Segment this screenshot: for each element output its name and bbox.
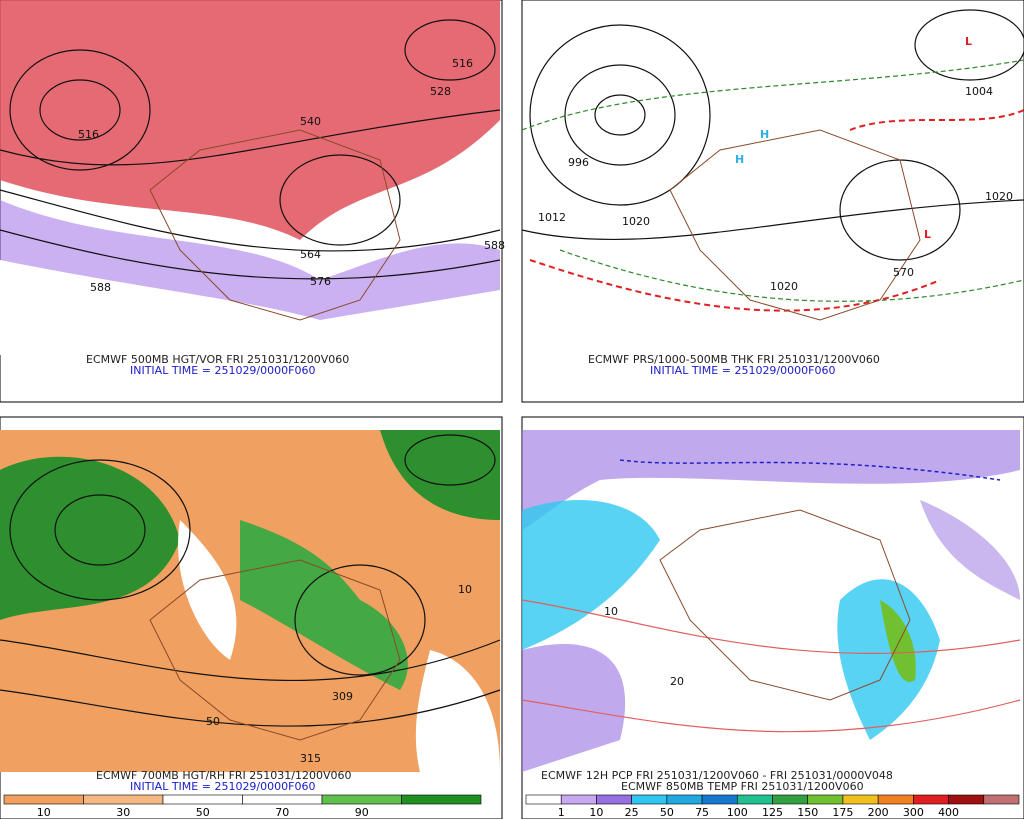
map-label: 50 xyxy=(206,715,220,728)
colorbar-box xyxy=(666,794,703,805)
map-label: 570 xyxy=(893,266,914,279)
colorbar-box xyxy=(162,794,243,805)
colorbar-label: 175 xyxy=(832,806,853,819)
colorbar-box xyxy=(913,794,949,805)
colorbar-label: 90 xyxy=(355,806,369,819)
colorbar-box xyxy=(807,794,844,805)
map-label: 564 xyxy=(300,248,321,261)
colorbar-box xyxy=(983,794,1020,805)
colorbar-label: 10 xyxy=(37,806,51,819)
panel-frame xyxy=(521,416,1024,819)
colorbar-box xyxy=(242,794,323,805)
map-label: 540 xyxy=(300,115,321,128)
colorbar-box xyxy=(401,794,482,805)
initial-time: INITIAL TIME = 251029/0000F060 xyxy=(130,780,315,793)
panel-frame xyxy=(521,0,1024,403)
colorbar-box xyxy=(525,794,562,805)
map-label: 588 xyxy=(484,239,505,252)
map-label: 516 xyxy=(452,57,473,70)
map-label: 576 xyxy=(310,275,331,288)
colorbar: 1 10 25 50 75 100 125 150 175 200 300 400 xyxy=(525,794,1020,819)
colorbar-label: 25 xyxy=(625,806,639,819)
colorbar-label: 30 xyxy=(116,806,130,819)
map-label: 315 xyxy=(300,752,321,765)
caption: ECMWF 12H PCP FRI 251031/1200V060 - FRI … xyxy=(541,769,893,782)
map-label: 1020 xyxy=(985,190,1013,203)
map-label: 10 xyxy=(458,583,472,596)
colorbar-box xyxy=(736,794,773,805)
initial-time: INITIAL TIME = 251029/0000F060 xyxy=(130,364,315,377)
map-label: 309 xyxy=(332,690,353,703)
colorbar-box xyxy=(3,794,84,805)
panel-sfc-pressure: L L H H 1004 1012 1020 1020 1020 570 996… xyxy=(521,0,1024,403)
map-label: 1020 xyxy=(770,280,798,293)
caption: ECMWF 500MB HGT/VOR FRI 251031/1200V060 xyxy=(86,353,349,366)
colorbar-label: 75 xyxy=(695,806,709,819)
colorbar-box xyxy=(701,794,738,805)
low-marker: L xyxy=(924,228,931,241)
colorbar-label: 100 xyxy=(727,806,748,819)
initial-time-850: ECMWF 850MB TEMP FRI 251031/1200V060 xyxy=(621,780,864,793)
high-marker: H xyxy=(735,153,744,166)
map-label: 1004 xyxy=(965,85,993,98)
colorbar-label: 50 xyxy=(660,806,674,819)
caption: ECMWF PRS/1000-500MB THK FRI 251031/1200… xyxy=(588,353,880,366)
colorbar-label: 150 xyxy=(797,806,818,819)
map-label: 20 xyxy=(670,675,684,688)
panel-precip: 20 10 ECMWF 12H PCP FRI 251031/1200V060 … xyxy=(521,416,1024,819)
map-label: 10 xyxy=(604,605,618,618)
map xyxy=(521,9,1024,321)
colorbar-label: 400 xyxy=(938,806,959,819)
panel-700mb: 309 315 10 50 ECMWF 700MB HGT/RH FRI 251… xyxy=(0,416,503,819)
colorbar: 10 30 50 70 90 xyxy=(3,794,482,819)
colorbar-box xyxy=(83,794,164,805)
colorbar-box xyxy=(560,794,597,805)
colorbar-box xyxy=(631,794,668,805)
map-label: 516 xyxy=(78,128,99,141)
colorbar-box xyxy=(877,794,914,805)
colorbar-label: 70 xyxy=(275,806,289,819)
map-label: 1020 xyxy=(622,215,650,228)
colorbar-box xyxy=(321,794,402,805)
map-label: 996 xyxy=(568,156,589,169)
map-label: 528 xyxy=(430,85,451,98)
colorbar-label: 50 xyxy=(196,806,210,819)
colorbar-label: 300 xyxy=(903,806,924,819)
colorbar-box xyxy=(842,794,879,805)
map xyxy=(521,430,1021,772)
low-marker: L xyxy=(965,35,972,48)
colorbar-label: 10 xyxy=(589,806,603,819)
panel-500mb: 516 528 540 516 564 576 588 588 ECMWF 50… xyxy=(0,0,505,403)
high-marker: H xyxy=(760,128,769,141)
map-label: 588 xyxy=(90,281,111,294)
colorbar-box xyxy=(596,794,632,805)
colorbar-box xyxy=(772,794,809,805)
map-label: 1012 xyxy=(538,211,566,224)
colorbar-label: 200 xyxy=(868,806,889,819)
map xyxy=(0,0,501,355)
colorbar-label: 1 xyxy=(558,806,565,819)
caption: ECMWF 700MB HGT/RH FRI 251031/1200V060 xyxy=(96,769,352,782)
initial-time: INITIAL TIME = 251029/0000F060 xyxy=(650,364,835,377)
colorbar-label: 125 xyxy=(762,806,783,819)
map xyxy=(0,430,501,772)
colorbar-box xyxy=(948,794,985,805)
